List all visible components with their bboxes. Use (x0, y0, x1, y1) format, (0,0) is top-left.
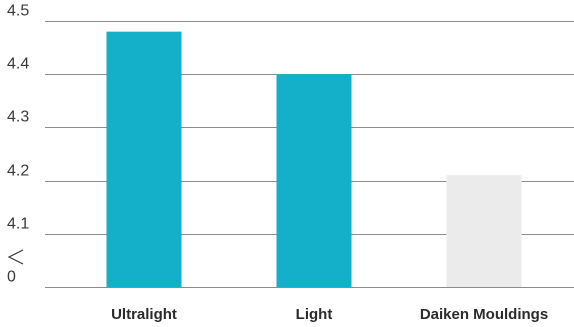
bar-light (276, 74, 352, 287)
y-tick-label: 4.1 (7, 216, 29, 233)
x-category-label: Light (296, 306, 333, 323)
y-tick-label: 0 (7, 269, 16, 286)
axis-break-mark (7, 249, 24, 265)
bars (106, 31, 522, 287)
bar-daiken-mouldings (446, 175, 522, 287)
bar-ultralight (106, 31, 182, 287)
x-category-label: Daiken Mouldings (420, 306, 548, 323)
y-tick-label: 4.2 (7, 163, 29, 180)
y-tick-label: 4.4 (7, 56, 29, 73)
y-tick-label: 4.5 (7, 3, 29, 20)
x-category-label: Ultralight (111, 306, 177, 323)
x-axis-category-labels: Ultralight Light Daiken Mouldings (111, 306, 548, 323)
y-axis-tick-labels: 4.5 4.4 4.3 4.2 4.1 0 (7, 3, 29, 286)
y-tick-label: 4.3 (7, 109, 29, 126)
